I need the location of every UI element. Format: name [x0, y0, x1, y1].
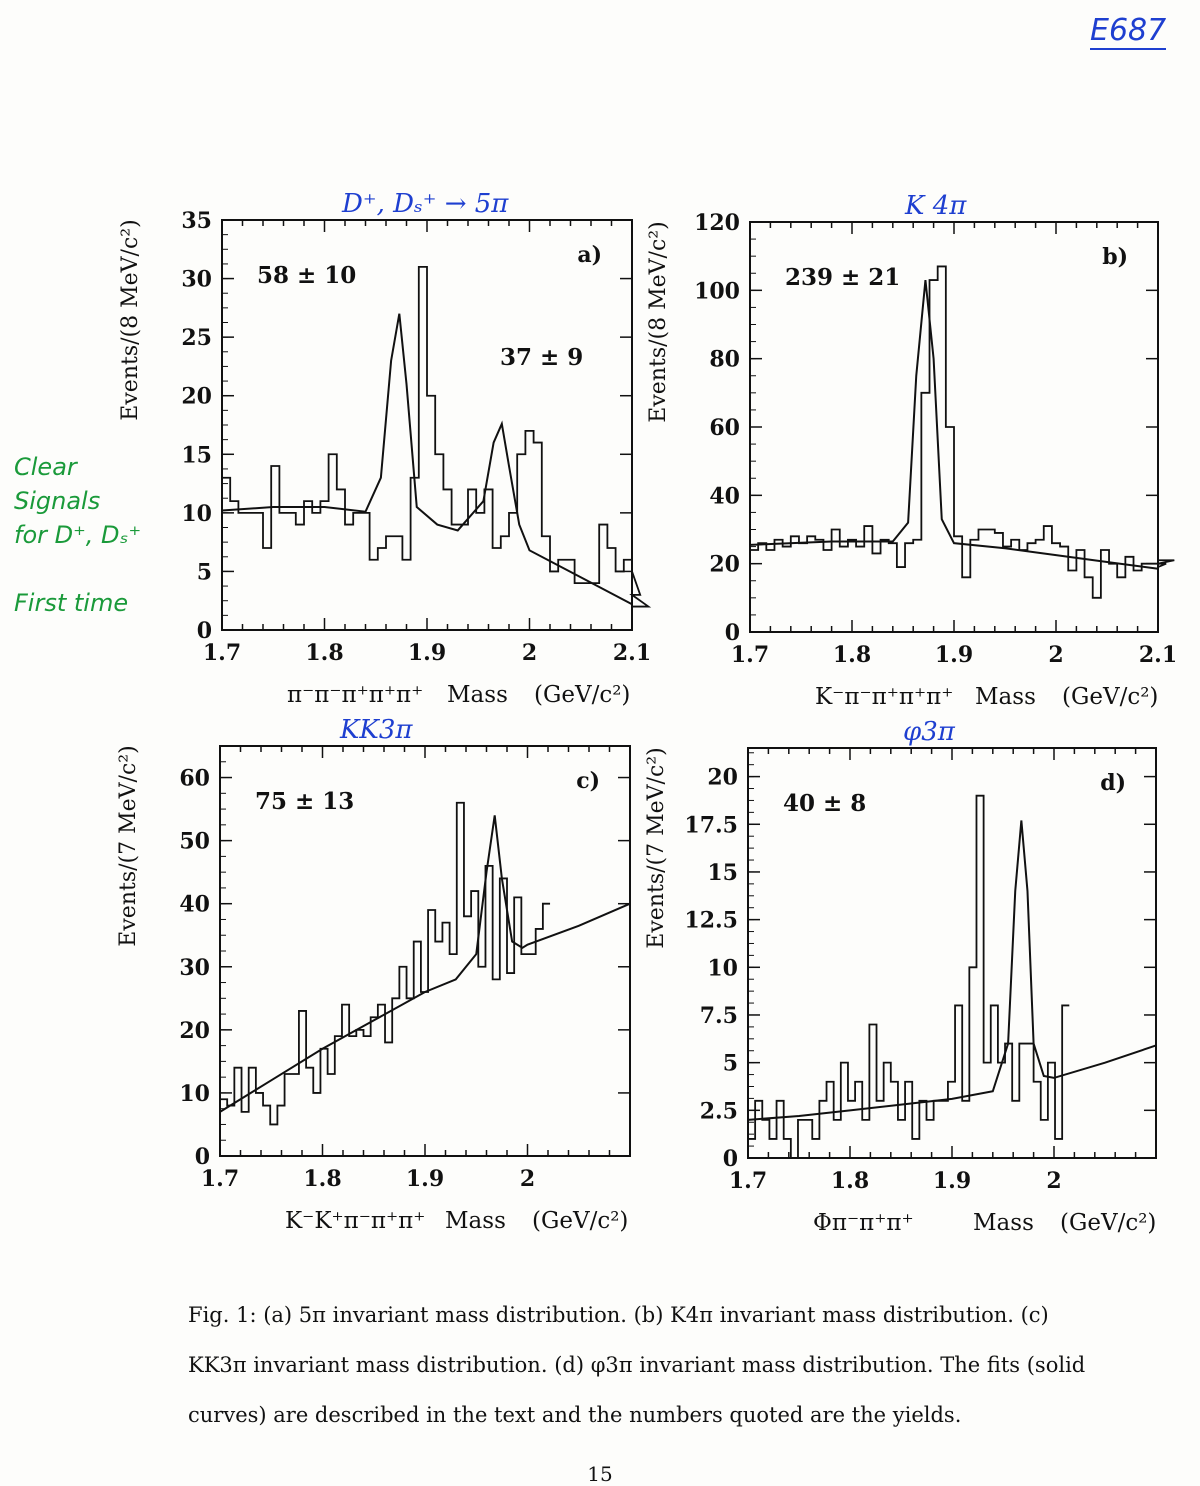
y-tick-label: 15: [181, 442, 212, 468]
y-tick-label: 10: [179, 1081, 210, 1107]
x-axis-label-mass: Mass: [975, 684, 1036, 710]
yield-label: 239 ± 21: [785, 264, 900, 291]
histogram-series: [222, 265, 652, 608]
y-axis-label: Events/(8 MeV/c²): [118, 219, 143, 420]
panel-a: 1.7 1.8 1.9 2 2.1 0 5 10 15 20 25 30 35 a) 58 ± 10 37 ±…: [118, 189, 652, 708]
x-axis-label-mass: Mass: [973, 1210, 1034, 1236]
y-axis-label: Events/(7 MeV/c²): [116, 745, 141, 946]
y-tick-label: 50: [179, 829, 210, 855]
y-tick-label: 40: [709, 483, 740, 509]
x-axis-label-unit: (GeV/c²): [1062, 684, 1158, 710]
x-tick-label: 2.1: [613, 640, 651, 666]
x-axis-label-mass: Mass: [447, 682, 508, 708]
y-tick-label: 7.5: [700, 1003, 738, 1029]
x-tick-label: 1.9: [408, 640, 446, 666]
yield-label: 58 ± 10: [257, 262, 356, 289]
x-axis-label-particles: K⁻π⁻π⁺π⁺π⁺: [815, 684, 953, 710]
x-axis-label-particles: π⁻π⁻π⁺π⁺π⁺: [287, 682, 423, 708]
x-axis-label-unit: (GeV/c²): [532, 1208, 628, 1234]
y-tick-label: 60: [709, 415, 740, 441]
fit-curve: [219, 815, 631, 1113]
y-axis-label: Events/(8 MeV/c²): [646, 221, 671, 422]
handwritten-side-note: Clear Signals for D⁺, Dₛ⁺ First time: [14, 453, 142, 617]
x-axis-label-particles: K⁻K⁺π⁻π⁺π⁺: [285, 1208, 425, 1234]
histogram-series: [748, 794, 1070, 1159]
histogram-series: [220, 801, 551, 1126]
handwritten-panel-title: K 4π: [904, 191, 967, 221]
x-tick-label: 1.7: [203, 640, 241, 666]
y-tick-label: 2.5: [700, 1098, 738, 1124]
fit-curve: [747, 820, 1157, 1121]
y-tick-label: 10: [181, 501, 212, 527]
y-tick-label: 17.5: [684, 812, 738, 838]
y-tick-label: 20: [179, 1018, 210, 1044]
y-tick-label: 25: [181, 325, 212, 351]
panel-b: 1.7 1.8 1.9 2 2.1 0 20 40 60 80 100 120 b) 239 ± 21 Ev…: [646, 191, 1177, 710]
x-tick-label: 2.1: [1139, 642, 1177, 668]
y-tick-label: 35: [181, 208, 212, 234]
handwritten-panel-title: φ3π: [903, 717, 956, 747]
page-number: 15: [587, 1462, 613, 1486]
yield-label: 40 ± 8: [783, 790, 866, 817]
x-tick-label: 1.8: [833, 642, 871, 668]
x-tick-label: 1.7: [201, 1166, 239, 1192]
x-tick-label: 2: [1046, 1168, 1061, 1194]
handwritten-panel-title: KK3π: [339, 715, 413, 745]
x-axis-label-mass: Mass: [445, 1208, 506, 1234]
y-tick-label: 0: [725, 620, 740, 646]
x-tick-label: 1.7: [731, 642, 769, 668]
x-tick-label: 1.9: [406, 1166, 444, 1192]
x-tick-label: 1.8: [831, 1168, 869, 1194]
y-tick-label: 5: [723, 1051, 738, 1077]
y-tick-label: 30: [181, 267, 212, 293]
x-axis-label-particles: Φπ⁻π⁺π⁺: [813, 1210, 914, 1236]
y-tick-label: 12.5: [684, 908, 738, 934]
yield-label-secondary: 37 ± 9: [500, 344, 583, 371]
panel-label: a): [577, 242, 602, 268]
y-axis-label: Events/(7 MeV/c²): [644, 747, 669, 948]
figure-caption: Fig. 1: (a) 5π invariant mass distributi…: [188, 1303, 1086, 1427]
y-tick-label: 100: [694, 278, 740, 304]
x-tick-label: 1.7: [729, 1168, 767, 1194]
panel-label: c): [576, 768, 600, 794]
y-tick-label: 20: [709, 552, 740, 578]
fit-curve: [221, 313, 633, 606]
y-tick-label: 0: [197, 618, 212, 644]
y-tick-label: 5: [197, 559, 212, 585]
y-tick-label: 80: [709, 347, 740, 373]
y-tick-label: 60: [179, 766, 210, 792]
panel-label: d): [1100, 770, 1126, 796]
y-tick-label: 120: [694, 210, 740, 236]
y-tick-label: 30: [179, 955, 210, 981]
x-tick-label: 1.9: [935, 642, 973, 668]
y-tick-label: 0: [195, 1144, 210, 1170]
y-tick-label: 0: [723, 1146, 738, 1172]
x-axis-label-unit: (GeV/c²): [534, 682, 630, 708]
fit-curve: [749, 279, 1159, 570]
histogram-series: [750, 265, 1175, 599]
y-tick-label: 10: [707, 955, 738, 981]
yield-label: 75 ± 13: [255, 788, 354, 815]
x-tick-label: 2: [522, 640, 537, 666]
handwritten-experiment-id: E687: [1090, 13, 1167, 50]
y-tick-label: 40: [179, 892, 210, 918]
handwritten-panel-title: D⁺, Dₛ⁺ → 5π: [341, 189, 509, 219]
y-tick-label: 20: [707, 765, 738, 791]
y-tick-label: 20: [181, 384, 212, 410]
x-tick-label: 1.8: [303, 1166, 341, 1192]
x-tick-label: 2: [520, 1166, 535, 1192]
panel-label: b): [1102, 244, 1128, 270]
y-tick-label: 15: [707, 860, 738, 886]
x-tick-label: 2: [1048, 642, 1063, 668]
x-axis-label-unit: (GeV/c²): [1060, 1210, 1156, 1236]
x-tick-label: 1.8: [305, 640, 343, 666]
x-tick-label: 1.9: [933, 1168, 971, 1194]
